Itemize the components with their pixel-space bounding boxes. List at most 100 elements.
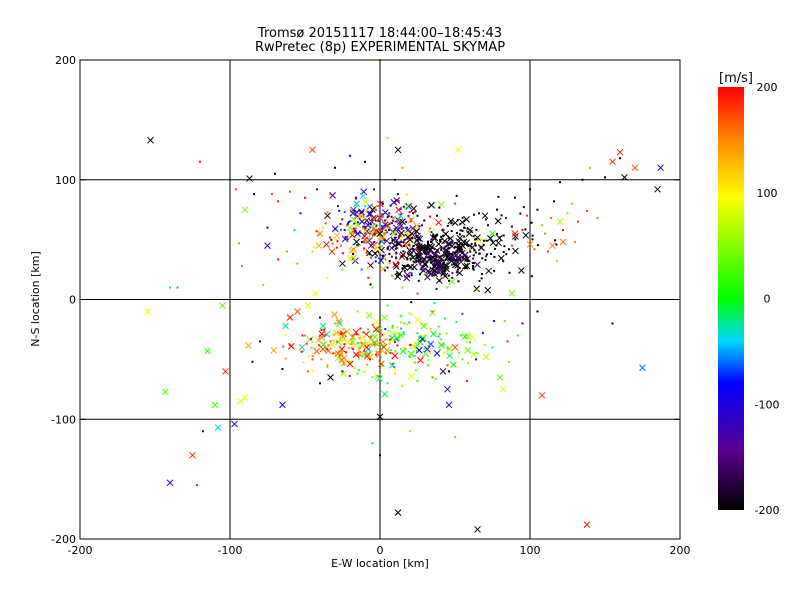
data-point-dot — [350, 343, 353, 346]
data-point-dot — [455, 194, 458, 197]
data-point-dot — [399, 207, 402, 210]
data-point-x — [327, 373, 334, 381]
data-point-x-stroke — [331, 311, 338, 318]
data-point-dot — [475, 228, 478, 231]
x-axis-label: E-W location [km] — [331, 557, 429, 570]
data-point-dot — [421, 269, 424, 272]
data-point-dot — [296, 262, 299, 265]
data-point-x-stroke — [294, 308, 301, 315]
data-point-x — [381, 314, 388, 321]
data-point-dot — [596, 217, 599, 220]
data-point-x — [408, 373, 415, 380]
data-point-dot — [451, 272, 454, 275]
data-point-dot — [385, 352, 387, 355]
data-point-x-stroke — [318, 330, 326, 338]
data-point-x-stroke — [422, 246, 430, 254]
data-point-dot — [475, 358, 477, 361]
data-point-dot — [474, 242, 477, 245]
data-point-dot — [505, 253, 508, 256]
data-point-x-stroke — [237, 397, 244, 405]
data-point-dot — [375, 224, 378, 227]
data-point-x — [388, 244, 396, 252]
data-point-x-stroke — [464, 346, 471, 354]
data-point-dot — [377, 253, 380, 256]
data-point-dot — [358, 346, 360, 349]
data-point-x — [441, 250, 449, 258]
data-point-dot — [383, 257, 386, 260]
data-point-dot — [506, 340, 509, 343]
data-point-dot — [342, 327, 345, 330]
data-point-x-stroke — [334, 350, 342, 357]
data-point-dot — [446, 364, 449, 367]
data-point-x-stroke — [379, 338, 387, 346]
data-point-dot — [253, 193, 255, 196]
data-point-x — [511, 230, 519, 237]
data-point-dot — [394, 231, 397, 234]
data-point-dot — [427, 259, 430, 262]
data-point-x — [399, 218, 406, 226]
data-point-dot — [431, 259, 434, 262]
data-point-x — [324, 212, 331, 220]
data-point-x-stroke — [657, 164, 664, 172]
data-point-x-stroke — [222, 367, 229, 375]
data-point-x-stroke — [511, 230, 519, 237]
data-point-x — [364, 221, 372, 229]
data-point-dot — [432, 228, 435, 231]
data-point-dot — [473, 213, 476, 216]
data-point-dot — [286, 250, 288, 253]
data-point-x — [373, 244, 381, 251]
data-point-dot — [340, 244, 342, 247]
data-point-x — [144, 308, 151, 315]
data-point-dot — [364, 225, 367, 228]
data-point-dot — [409, 266, 412, 269]
data-point-dot — [456, 219, 459, 222]
data-point-x-stroke — [375, 351, 383, 358]
data-point-dot — [419, 273, 422, 276]
data-point-x — [377, 257, 385, 264]
data-point-dot — [434, 378, 437, 381]
data-point-dot — [365, 251, 368, 254]
data-point-x-stroke — [383, 237, 391, 245]
data-point-x — [485, 267, 493, 275]
data-point-x — [339, 260, 346, 267]
data-point-dot — [555, 243, 558, 246]
data-point-x — [403, 274, 411, 282]
data-point-dot — [343, 328, 346, 331]
data-point-x — [353, 200, 361, 208]
data-point-x — [391, 242, 399, 249]
data-point-x — [435, 268, 443, 276]
data-point-x-stroke — [487, 235, 494, 242]
data-point-x-stroke — [354, 230, 361, 237]
data-point-dot — [436, 214, 438, 217]
data-point-dot — [293, 229, 296, 232]
data-point-dot — [433, 302, 436, 305]
data-point-dot — [391, 338, 394, 341]
data-point-dot — [364, 205, 367, 208]
data-point-x — [246, 175, 253, 182]
data-point-dot — [383, 269, 386, 272]
data-point-dot — [366, 363, 369, 366]
data-point-dot — [412, 260, 415, 263]
data-point-dot — [176, 286, 179, 289]
data-point-dot — [343, 334, 345, 337]
data-point-x-stroke — [396, 218, 404, 226]
data-point-dot — [502, 234, 505, 237]
data-point-dot — [389, 349, 392, 352]
data-point-x — [147, 136, 154, 144]
data-point-x-stroke — [427, 246, 434, 253]
data-point-x-stroke — [429, 266, 436, 273]
data-point-x — [445, 240, 452, 248]
data-point-dot — [299, 212, 302, 215]
data-point-x-stroke — [393, 197, 401, 204]
data-point-dot — [389, 204, 392, 207]
data-point-x — [381, 221, 389, 229]
data-point-dot — [469, 250, 472, 253]
data-point-dot — [478, 212, 480, 215]
x-tick-label: 100 — [520, 544, 541, 557]
data-point-x — [162, 388, 169, 396]
data-point-x — [350, 215, 357, 223]
data-point-dot — [382, 215, 385, 218]
data-point-dot — [493, 269, 496, 272]
data-point-x-stroke — [388, 244, 396, 252]
data-point-dot — [400, 241, 402, 244]
